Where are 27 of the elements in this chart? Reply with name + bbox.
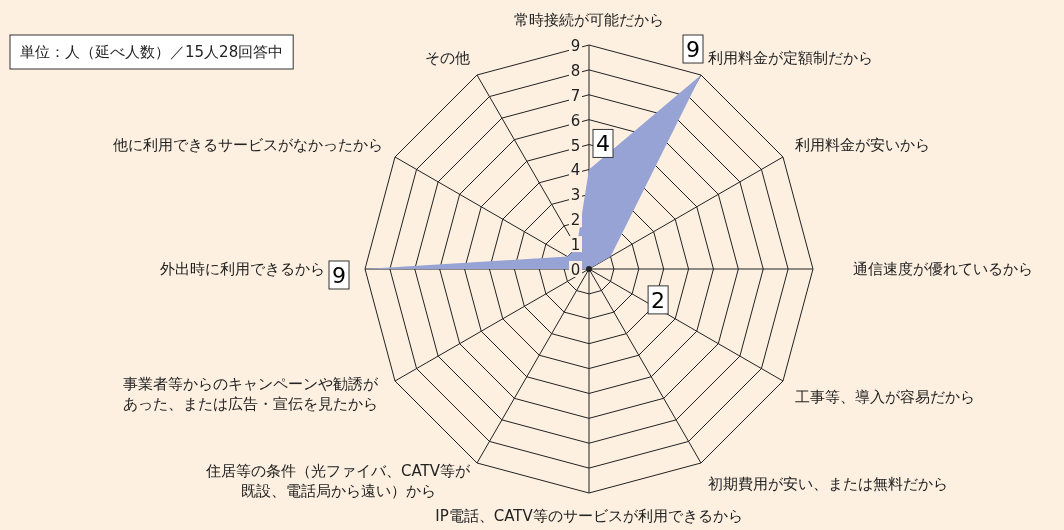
spoke-label: 事業者等からのキャンペーンや勧誘があった、または広告・宣伝を見たから	[122, 374, 380, 414]
y-tick-label: 6	[570, 111, 581, 130]
spoke-label: 常時接続が可能だから	[514, 11, 664, 29]
text: 単位：人（延べ人数）／15人28回答中	[20, 43, 284, 61]
y-tick-label: 5	[570, 136, 581, 155]
y-tick-label: 9	[570, 37, 581, 55]
y-tick-label: 1	[570, 236, 581, 255]
spoke-label: 利用料金が定額制だから	[708, 48, 873, 67]
spoke-label: その他	[425, 48, 470, 67]
data-label: 2	[651, 287, 666, 313]
spoke-label: 初期費用が安い、または無料だから	[708, 475, 948, 494]
spoke-label: 利用料金が安いから	[795, 136, 931, 154]
spoke-label: 外出時に利用できるから	[160, 260, 325, 278]
data-label: 9	[332, 263, 346, 288]
spoke-label: 他に利用できるサービスがなかったから	[112, 136, 383, 154]
spoke-label: 工事等、導入が容易だから	[795, 388, 976, 406]
y-tick-label: 3	[570, 186, 581, 205]
spoke-label: IP電話、CATV等のサービスが利用できるから	[435, 507, 743, 525]
y-tick-label: 4	[570, 161, 581, 180]
spoke-label: 住居等の条件（光ファイバ、CATV等が既設、電話局から遠い）から	[206, 461, 470, 502]
data-label: 9	[686, 37, 700, 63]
y-tick-label: 0	[570, 261, 581, 279]
data-label: 4	[596, 131, 610, 157]
y-tick-label: 8	[570, 61, 581, 80]
spoke-label: 通信速度が優れているから	[853, 260, 1033, 278]
y-tick-label: 7	[570, 86, 581, 105]
y-tick-label: 2	[570, 211, 581, 230]
